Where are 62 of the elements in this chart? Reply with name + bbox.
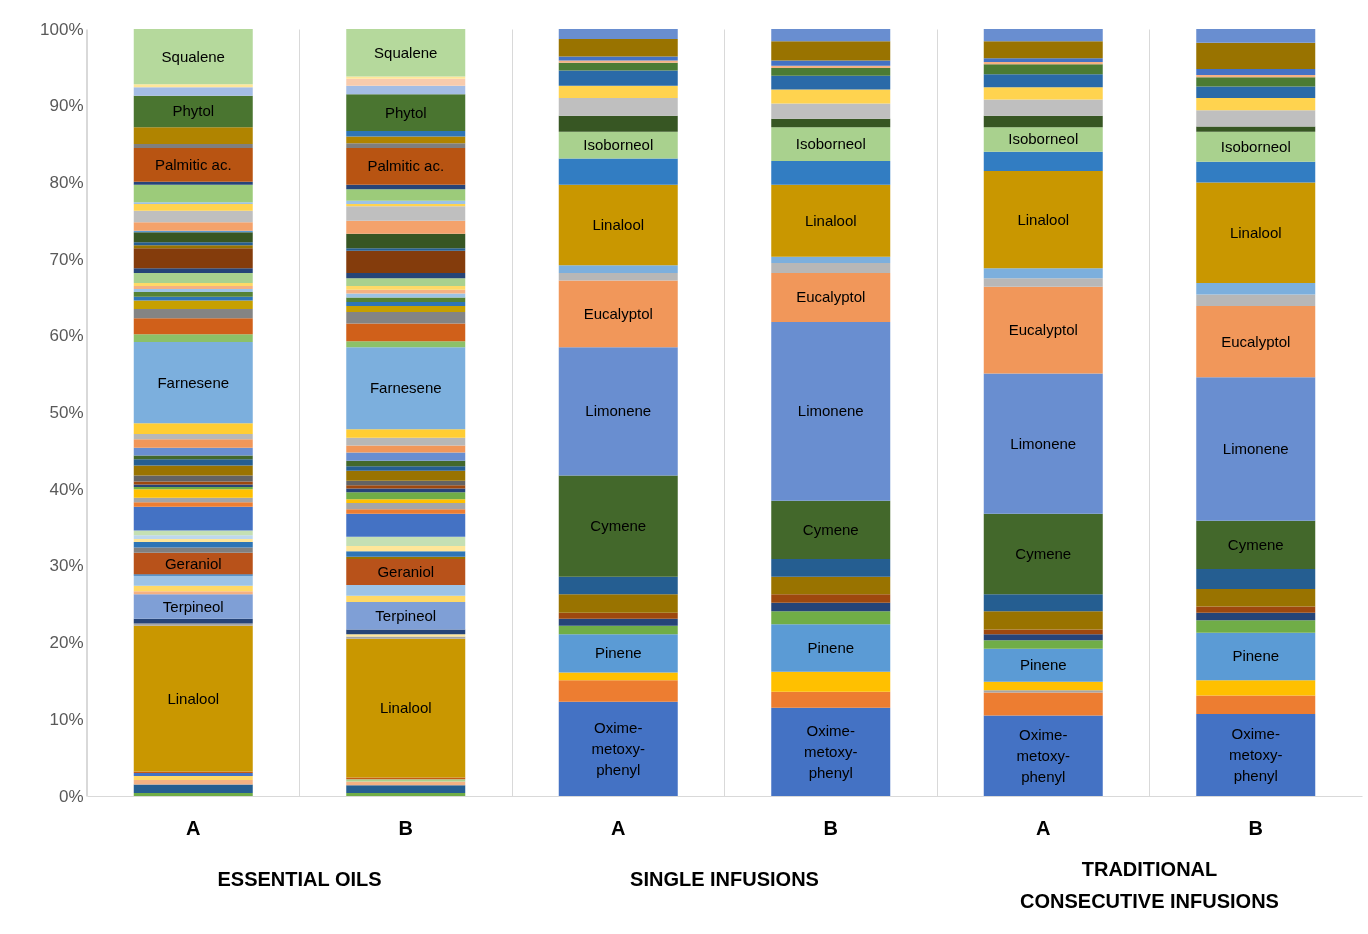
- y-tick-label: 20%: [49, 633, 84, 653]
- text: Pinene: [594, 644, 642, 662]
- y-tick-label: 30%: [49, 556, 84, 576]
- text: Geraniol: [377, 563, 435, 581]
- y-tick-label: 60%: [49, 326, 84, 346]
- text: SINGLE INFUSIONS: [630, 868, 819, 890]
- series-label: Palmitic ac.: [154, 155, 232, 173]
- series-label: Linalool: [167, 689, 220, 707]
- text: Oxime-metoxy-phenyl: [591, 718, 645, 778]
- y-tick-label: 10%: [49, 709, 84, 729]
- text: Pinene: [807, 638, 855, 656]
- text: Eucalyptol: [1221, 332, 1291, 350]
- x-tick-label: B: [1248, 816, 1263, 839]
- text: Eucalyptol: [1008, 321, 1078, 339]
- text: Squalene: [161, 47, 225, 65]
- text: Linalool: [379, 699, 432, 717]
- series-label: Isoborneol: [1008, 130, 1079, 148]
- text: Linalool: [1017, 210, 1070, 228]
- text: Linalool: [1229, 223, 1282, 241]
- y-tick-label: 100%: [40, 19, 84, 39]
- text: ESSENTIAL OILS: [217, 868, 382, 890]
- x-tick-label: B: [823, 816, 838, 839]
- series-label: Cymene: [1227, 535, 1284, 553]
- text: Isoborneol: [795, 135, 866, 153]
- series-label: Limonene: [585, 402, 652, 420]
- text: Limonene: [1010, 434, 1077, 452]
- text: Pinene: [1232, 647, 1280, 665]
- text: Oxime-metoxy-phenyl: [804, 721, 858, 781]
- text: Cymene: [590, 517, 647, 535]
- text: Oxime-metoxy-phenyl: [1229, 724, 1283, 784]
- text: Isoborneol: [1220, 137, 1291, 155]
- x-tick-label: A: [611, 816, 626, 839]
- series-label: Squalene: [374, 43, 438, 61]
- y-tick-label: 0%: [58, 786, 84, 806]
- text: Cymene: [802, 520, 859, 538]
- series-label: Linalool: [804, 211, 857, 229]
- text: Palmitic ac.: [367, 157, 445, 175]
- text: TRADITIONAL CONSECUTIVE INFUSIONS: [1020, 858, 1279, 912]
- text: Cymene: [1015, 545, 1072, 563]
- y-tick-label: 50%: [49, 403, 84, 422]
- text: Terpineol: [375, 606, 437, 624]
- x-tick-label: A: [186, 816, 201, 839]
- series-label: Phytol: [172, 102, 215, 120]
- y-tick-label: 80%: [49, 172, 84, 192]
- x-tick-label: A: [1036, 816, 1051, 839]
- text: Limonene: [1222, 439, 1289, 457]
- series-label: Eucalyptol: [796, 288, 866, 306]
- text: Limonene: [797, 402, 864, 420]
- y-tick-label: 70%: [49, 249, 84, 269]
- text: Linalool: [592, 215, 645, 233]
- series-label: Terpineol: [162, 597, 224, 615]
- y-tick-label: 40%: [49, 479, 84, 499]
- text: Eucalyptol: [583, 304, 653, 322]
- y-tick-label: 90%: [49, 96, 84, 116]
- text: Farnesene: [369, 379, 442, 397]
- text: Isoborneol: [583, 136, 654, 154]
- series-label: Pinene: [1019, 656, 1067, 674]
- x-tick-label: B: [398, 816, 413, 839]
- series-label: Geraniol: [164, 554, 222, 572]
- series-label: Oxime-metoxy-phenyl: [1016, 725, 1070, 785]
- text: Phytol: [384, 103, 427, 121]
- series-label: Farnesene: [157, 373, 230, 391]
